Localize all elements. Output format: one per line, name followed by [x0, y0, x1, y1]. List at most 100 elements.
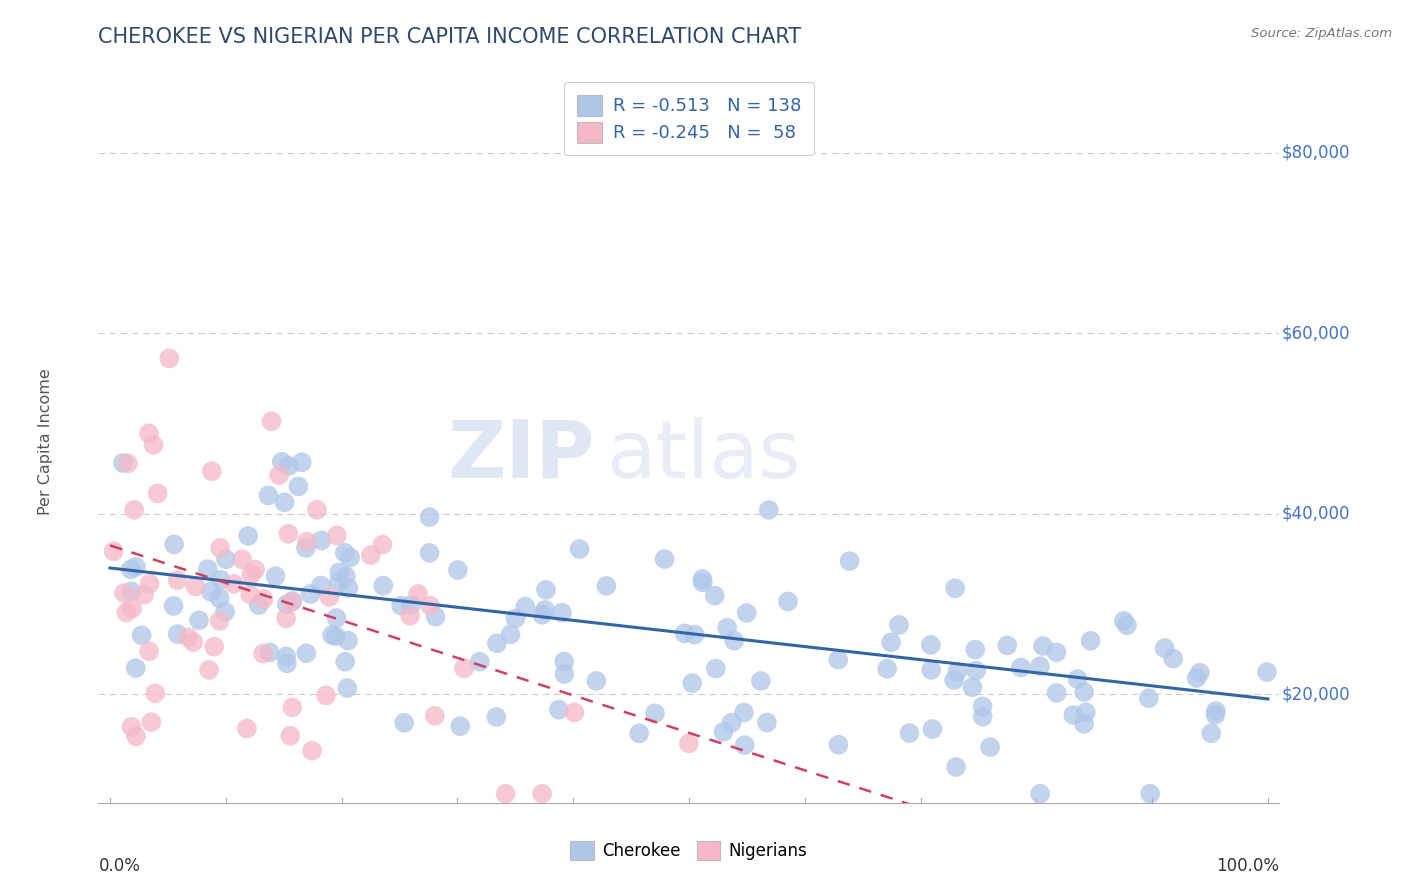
- Point: [142, 438, 165, 452]
- Point: [138, 576, 160, 591]
- Point: [166, 627, 188, 641]
- Point: [277, 526, 299, 541]
- Point: [157, 351, 180, 366]
- Text: Source: ZipAtlas.com: Source: ZipAtlas.com: [1251, 27, 1392, 40]
- Point: [281, 700, 304, 714]
- Point: [920, 638, 942, 652]
- Point: [419, 599, 441, 613]
- Point: [121, 584, 143, 599]
- Point: [166, 573, 188, 587]
- Point: [921, 722, 943, 736]
- Point: [270, 455, 292, 469]
- Point: [692, 572, 714, 586]
- Point: [838, 554, 860, 568]
- Point: [336, 681, 359, 695]
- Point: [423, 708, 446, 723]
- Point: [333, 546, 356, 560]
- Point: [495, 787, 517, 801]
- Point: [449, 719, 471, 733]
- Point: [564, 706, 586, 720]
- Point: [125, 661, 148, 675]
- Point: [406, 587, 429, 601]
- Point: [876, 662, 898, 676]
- Point: [418, 546, 440, 560]
- Text: 0.0%: 0.0%: [98, 857, 141, 875]
- Point: [943, 673, 966, 687]
- Point: [946, 665, 969, 679]
- Point: [335, 655, 357, 669]
- Point: [1074, 706, 1097, 720]
- Point: [515, 599, 537, 614]
- Point: [360, 548, 382, 562]
- Point: [209, 541, 232, 555]
- Point: [264, 569, 287, 583]
- Point: [1062, 708, 1084, 723]
- Point: [1256, 665, 1278, 679]
- Point: [259, 645, 281, 659]
- Point: [117, 456, 139, 470]
- Point: [1073, 685, 1095, 699]
- Legend: Cherokee, Nigerians: Cherokee, Nigerians: [564, 834, 814, 867]
- Point: [945, 760, 967, 774]
- Point: [125, 559, 148, 574]
- Point: [499, 627, 522, 641]
- Point: [447, 563, 470, 577]
- Point: [553, 667, 575, 681]
- Text: Per Capita Income: Per Capita Income: [38, 368, 53, 515]
- Point: [1137, 691, 1160, 706]
- Point: [965, 642, 987, 657]
- Point: [399, 608, 422, 623]
- Point: [1066, 672, 1088, 686]
- Point: [1153, 641, 1175, 656]
- Point: [215, 552, 238, 566]
- Point: [291, 455, 314, 469]
- Point: [295, 541, 318, 555]
- Point: [485, 636, 508, 650]
- Point: [299, 587, 322, 601]
- Point: [274, 611, 297, 625]
- Point: [723, 633, 745, 648]
- Point: [425, 609, 447, 624]
- Point: [720, 715, 742, 730]
- Point: [325, 611, 347, 625]
- Point: [995, 639, 1018, 653]
- Point: [827, 738, 849, 752]
- Point: [321, 628, 343, 642]
- Point: [505, 611, 527, 625]
- Point: [468, 655, 491, 669]
- Point: [277, 458, 299, 473]
- Point: [239, 587, 262, 601]
- Point: [1080, 633, 1102, 648]
- Point: [1116, 618, 1139, 632]
- Point: [200, 584, 222, 599]
- Point: [295, 646, 318, 660]
- Point: [979, 740, 1001, 755]
- Point: [692, 575, 714, 590]
- Point: [733, 706, 755, 720]
- Point: [335, 569, 357, 583]
- Point: [138, 426, 160, 441]
- Point: [418, 510, 440, 524]
- Point: [121, 601, 143, 615]
- Point: [1204, 707, 1226, 722]
- Point: [371, 538, 394, 552]
- Point: [1139, 787, 1161, 801]
- Point: [122, 503, 145, 517]
- Point: [887, 618, 910, 632]
- Point: [965, 664, 987, 678]
- Point: [315, 689, 337, 703]
- Point: [138, 644, 160, 658]
- Point: [188, 613, 211, 627]
- Point: [132, 588, 155, 602]
- Point: [252, 647, 274, 661]
- Point: [389, 599, 412, 613]
- Point: [337, 633, 360, 648]
- Point: [595, 579, 617, 593]
- Point: [328, 566, 350, 580]
- Point: [392, 715, 415, 730]
- Point: [281, 595, 304, 609]
- Point: [337, 581, 360, 595]
- Text: $40,000: $40,000: [1282, 505, 1350, 523]
- Point: [531, 787, 554, 801]
- Point: [252, 592, 274, 607]
